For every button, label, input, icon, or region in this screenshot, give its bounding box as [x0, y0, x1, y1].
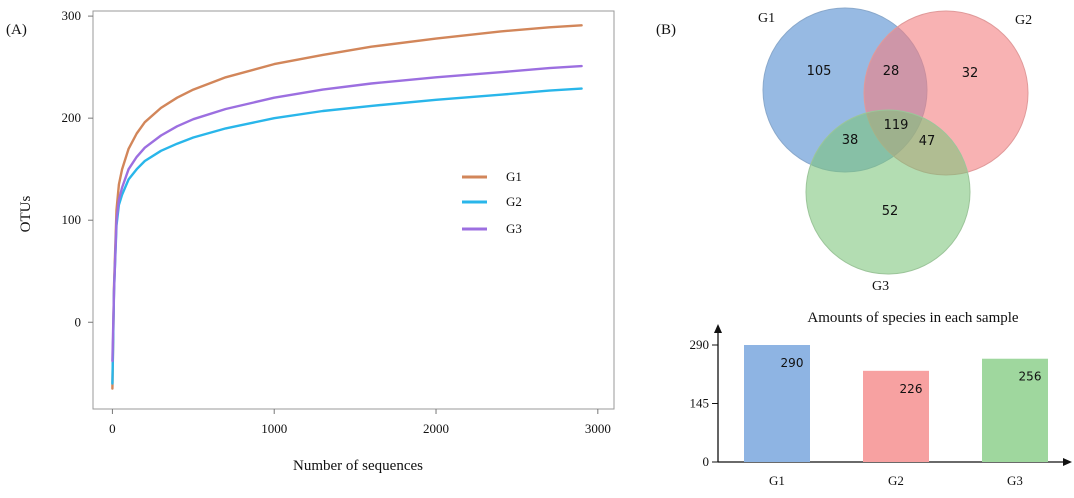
series-line-g3: [111, 64, 583, 363]
bar-value-label-g2: 226: [900, 382, 923, 396]
legend-label-g3: G3: [506, 221, 522, 236]
panel-a-label: (A): [6, 22, 27, 38]
venn-region-g2-only: 32: [962, 66, 979, 81]
legend-label-g2: G2: [506, 194, 522, 209]
x-axis-ticks: 0 1000 2000 3000: [109, 409, 611, 436]
venn-region-g1-g2: 28: [883, 64, 900, 79]
x-tick-label: 0: [109, 421, 116, 436]
y-tick-label: 300: [62, 8, 82, 23]
y-tick-label: 200: [62, 110, 82, 125]
y-tick-label: 100: [62, 212, 82, 227]
line-series-group: [111, 24, 583, 390]
bar-category-label-g3: G3: [1007, 473, 1023, 488]
bar-y-axis-arrow-icon: [714, 324, 722, 333]
x-tick-label: 1000: [261, 421, 287, 436]
bar-chart-title: Amounts of species in each sample: [807, 310, 1019, 326]
bar-g3: [982, 358, 1048, 462]
x-tick-label: 3000: [585, 421, 611, 436]
bar-value-label-g1: 290: [781, 356, 804, 370]
venn-region-g3-only: 52: [882, 204, 899, 219]
y-axis-ticks: 0 100 200 300: [62, 8, 93, 329]
venn-region-g2-g3: 47: [919, 134, 936, 149]
venn-diagram: G1 G2 G3 105 28 32 119 38 47 52: [758, 7, 1032, 294]
bar-x-axis-arrow-icon: [1063, 458, 1072, 466]
venn-region-g1-only: 105: [807, 64, 832, 79]
y-axis-title: OTUs: [18, 196, 34, 233]
legend-label-g1: G1: [506, 169, 522, 184]
series-line-g1: [111, 24, 583, 390]
bar-value-label-g3: 256: [1019, 370, 1042, 384]
bar-g1: [744, 345, 810, 462]
series-line-g2: [111, 87, 583, 385]
x-tick-label: 2000: [423, 421, 449, 436]
bar-y-tick-label: 290: [690, 337, 710, 352]
venn-set-label-g3: G3: [872, 279, 889, 294]
venn-set-label-g1: G1: [758, 11, 775, 26]
bar-y-tick-label: 0: [703, 454, 710, 469]
bar-category-label-g1: G1: [769, 473, 785, 488]
bar-g2: [863, 370, 929, 462]
bar-category-label-g2: G2: [888, 473, 904, 488]
line-plot-frame: [92, 10, 615, 410]
bar-y-ticks: 0 145 290: [690, 337, 718, 469]
x-axis-title: Number of sequences: [293, 458, 423, 474]
venn-region-g1-g3: 38: [842, 133, 859, 148]
venn-set-label-g2: G2: [1015, 13, 1032, 28]
venn-region-all: 119: [884, 118, 909, 133]
panel-b-label: (B): [656, 22, 676, 38]
bar-series-group: 290 G1 226 G2 256 G3: [744, 345, 1048, 488]
bar-y-tick-label: 145: [690, 396, 710, 411]
legend: G1 G2 G3: [462, 169, 522, 236]
y-tick-label: 0: [75, 314, 82, 329]
venn-circle-g3: [805, 109, 971, 275]
